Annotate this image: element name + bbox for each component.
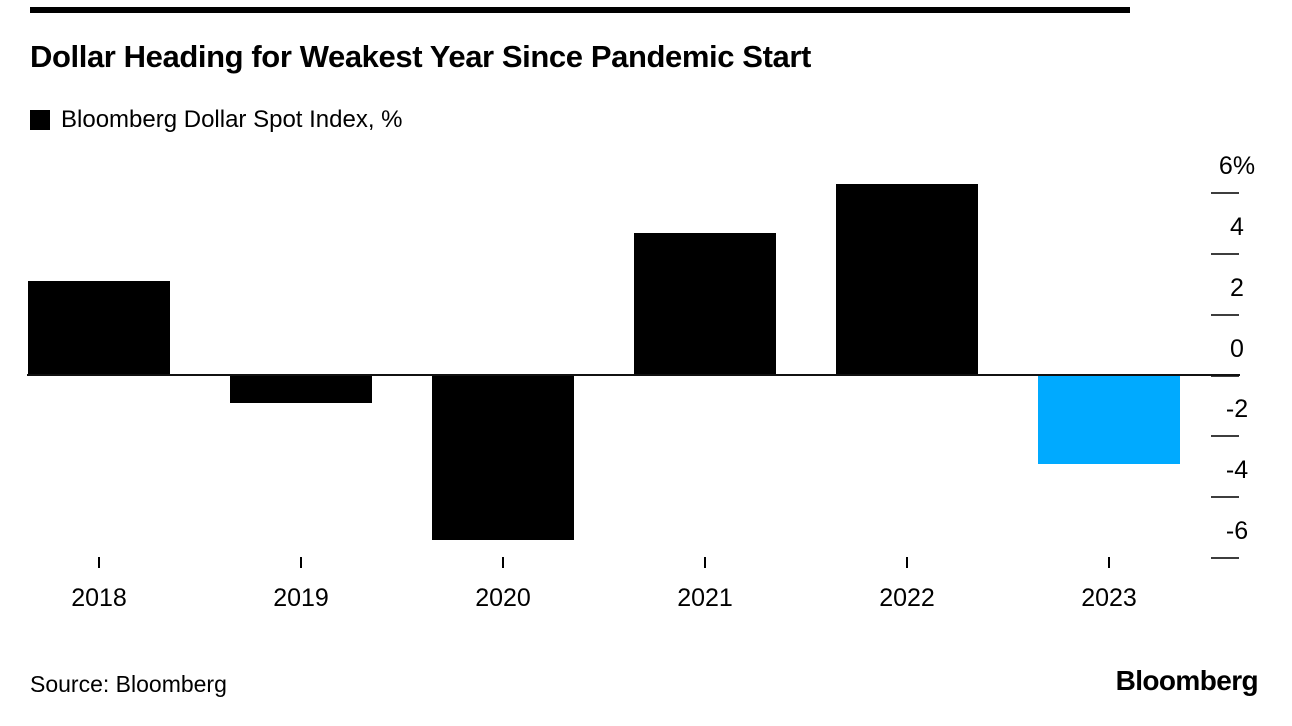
x-tick-2023: [1108, 557, 1110, 568]
y-tick--4: [1211, 496, 1239, 499]
bar-2018: [28, 281, 170, 376]
bloomberg-logo: Bloomberg: [1115, 665, 1259, 696]
x-tick-2019: [300, 557, 302, 568]
bar-2020: [432, 375, 574, 540]
y-tick--2: [1211, 435, 1239, 438]
x-label-2019: 2019: [273, 584, 329, 612]
zero-baseline: [27, 374, 1240, 376]
legend-swatch-icon: [30, 110, 50, 130]
y-label-4: 4: [1230, 212, 1244, 241]
x-label-2022: 2022: [879, 584, 935, 612]
x-label-2023: 2023: [1081, 584, 1137, 612]
y-label--2: -2: [1225, 395, 1249, 424]
x-tick-2018: [98, 557, 100, 568]
bar-2021: [634, 232, 776, 376]
y-tick-4: [1211, 252, 1239, 255]
top-rule: [30, 7, 1130, 13]
x-label-2020: 2020: [475, 584, 531, 612]
y-label-0: 0: [1230, 334, 1244, 363]
legend-label: Bloomberg Dollar Spot Index, %: [61, 106, 403, 133]
y-label--6: -6: [1225, 517, 1249, 546]
x-tick-2020: [502, 557, 504, 568]
y-tick--6: [1211, 557, 1239, 560]
x-label-2018: 2018: [71, 584, 127, 612]
x-tick-2021: [704, 557, 706, 568]
y-tick-2: [1211, 313, 1239, 316]
x-tick-2022: [906, 557, 908, 568]
bar-2019: [230, 375, 372, 403]
y-label-6%: 6%: [1218, 151, 1256, 180]
y-label--4: -4: [1225, 456, 1249, 485]
bar-2023: [1038, 375, 1180, 464]
legend: Bloomberg Dollar Spot Index, %: [30, 108, 403, 132]
y-tick-6%: [1211, 191, 1239, 194]
chart-title: Dollar Heading for Weakest Year Since Pa…: [30, 39, 811, 74]
bar-2022: [836, 183, 978, 376]
y-label-2: 2: [1230, 273, 1244, 302]
x-label-2021: 2021: [677, 584, 733, 612]
source-note: Source: Bloomberg: [30, 671, 227, 697]
